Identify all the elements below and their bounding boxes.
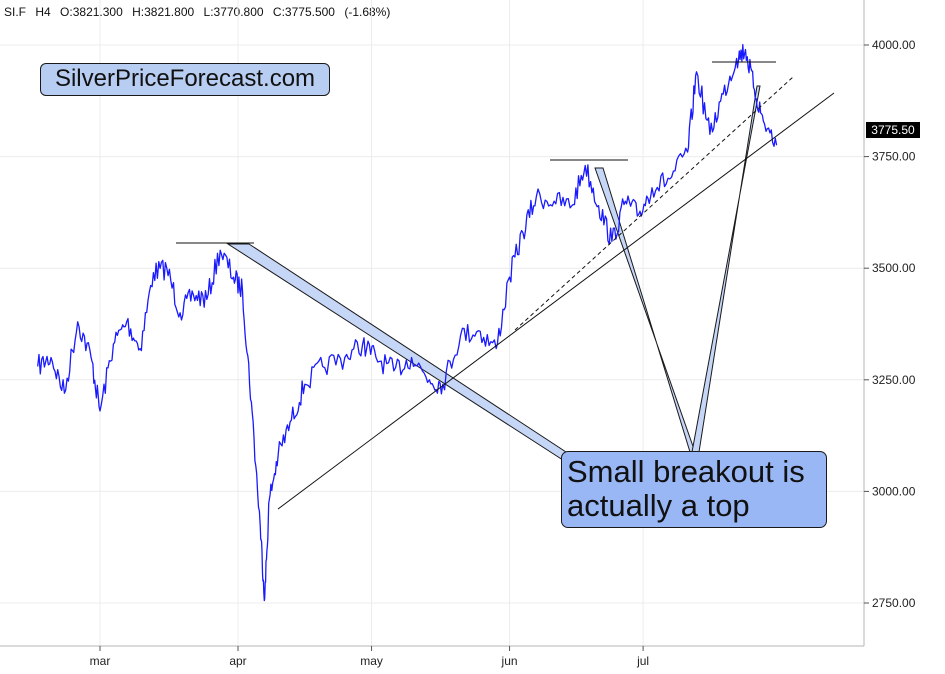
annotation-arrow-3 [691, 85, 761, 453]
symbol-label: SI.F [4, 5, 27, 19]
x-tick-label: mar [90, 654, 111, 668]
annotation-arrow-1 [226, 243, 567, 463]
x-tick-label: may [360, 654, 383, 668]
x-tick-label: apr [229, 654, 246, 668]
instrument-header: SI.F H4 O:3821.300 H:3821.800 L:3770.800… [4, 5, 396, 19]
last-price-badge-bg [866, 122, 920, 138]
chart-grid [0, 0, 864, 646]
callout-line-1: Small breakout is [567, 454, 805, 489]
x-axis-ticks: mar apr may jun jul [90, 646, 649, 668]
y-tick-label: 3500.00 [872, 261, 916, 275]
y-tick-label: 3750.00 [872, 150, 916, 164]
price-line [37, 44, 778, 602]
timeframe-label: H4 [35, 5, 51, 19]
annotation-arrow-2 [594, 167, 696, 453]
brand-label: SilverPriceForecast.com [40, 63, 330, 96]
close-value: C:3775.500 [272, 5, 335, 19]
high-value: H:3821.800 [132, 5, 195, 19]
dashed-trend-line [514, 76, 794, 331]
low-value: L:3770.800 [203, 5, 264, 19]
last-price-badge: 3775.50 [871, 123, 915, 137]
y-tick-label: 2750.00 [872, 596, 916, 610]
x-tick-label: jul [636, 654, 649, 668]
callout-box: Small breakout is actually a top [561, 451, 827, 528]
open-value: O:3821.300 [60, 5, 123, 19]
y-tick-label: 3250.00 [872, 373, 916, 387]
change-value: (-1.68%) [344, 5, 391, 19]
price-series [37, 44, 778, 602]
x-tick-label: jun [501, 654, 518, 668]
callout-line-2: actually a top [567, 488, 750, 523]
y-axis-ticks: 2750.00 3000.00 3250.00 3500.00 3750.00 4000.… [864, 38, 916, 610]
y-tick-label: 3000.00 [872, 484, 916, 498]
y-tick-label: 4000.00 [872, 38, 916, 52]
support-trend-line [277, 92, 835, 510]
